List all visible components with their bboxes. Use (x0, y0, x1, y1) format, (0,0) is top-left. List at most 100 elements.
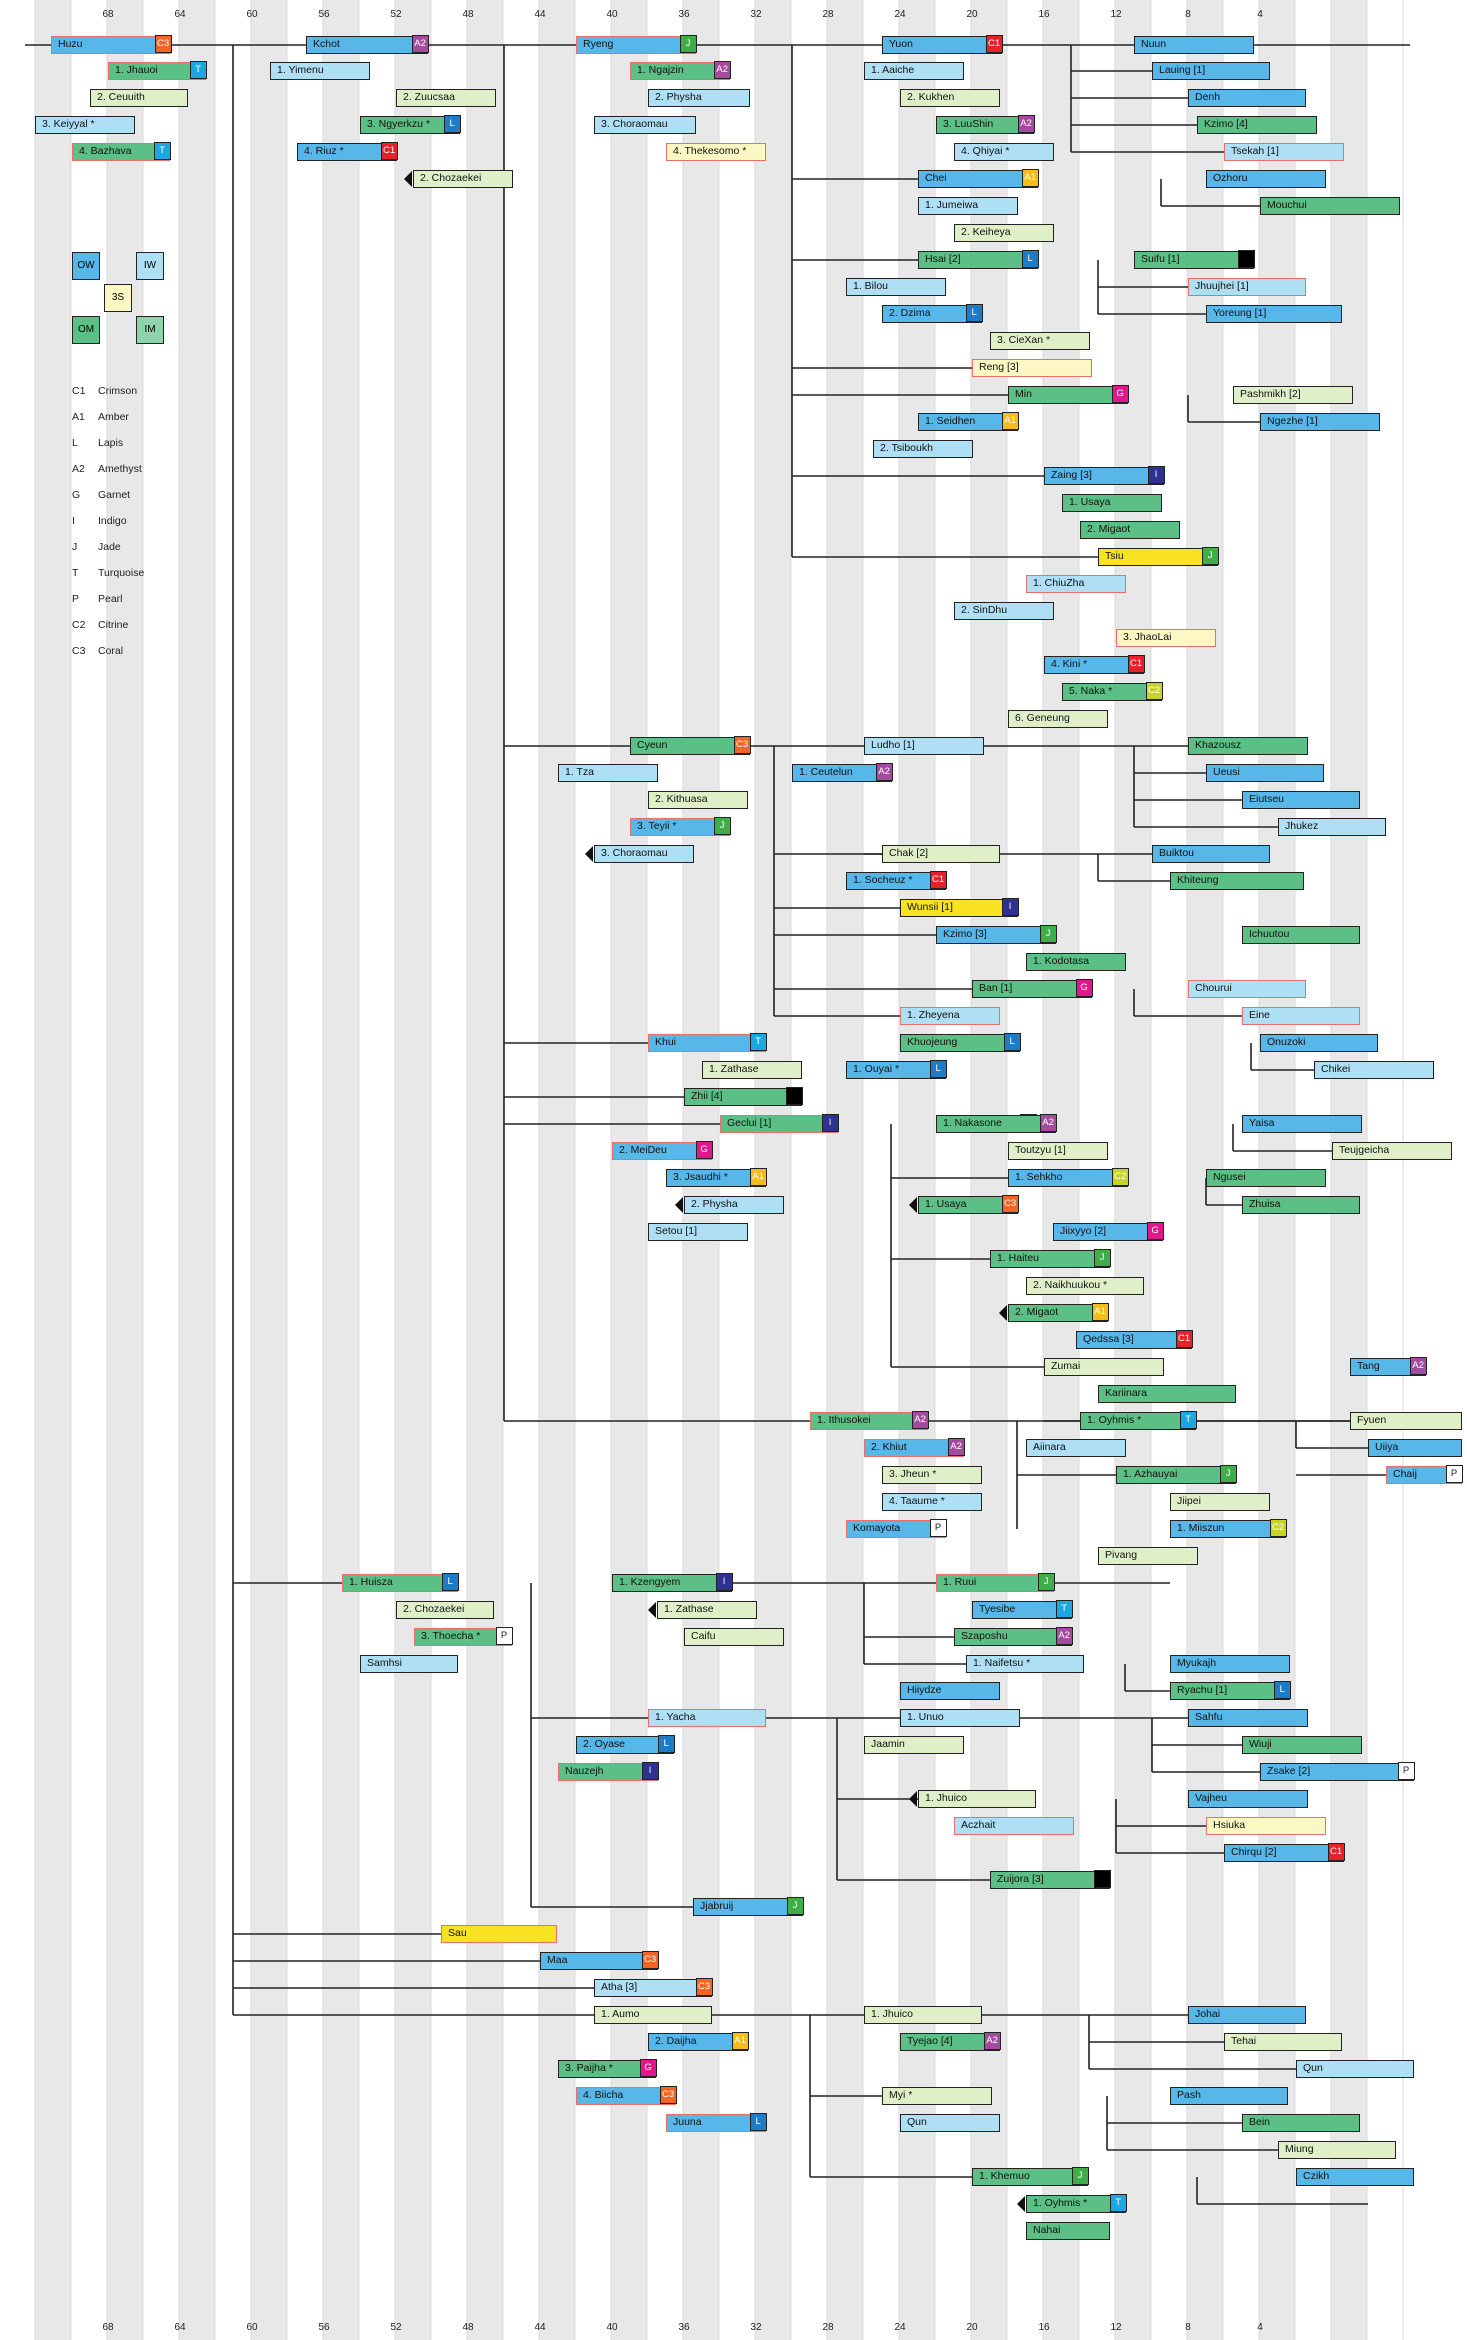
node-label: 2. Physha (655, 91, 702, 103)
axis-tick-label: 60 (246, 2322, 258, 2333)
tree-node: Setou [1] (648, 1223, 748, 1241)
axis-tick-label: 16 (1038, 2322, 1050, 2333)
node-label: 2. Keiheya (961, 226, 1011, 238)
legend-code: J (72, 541, 78, 553)
tree-node: 1. ChiuZha (1026, 575, 1126, 593)
legend-code: P (72, 593, 80, 605)
node-label: Chei (925, 172, 947, 184)
node-label: 1. Sehkho (1015, 1171, 1063, 1183)
axis-tick-label: 8 (1185, 9, 1191, 20)
gem-tag: C3 (695, 1978, 713, 1997)
tree-node: 1. Seidhen A1 (918, 412, 1019, 431)
grid-band (323, 0, 359, 2340)
tree-node: 1. Nakasone A2 (936, 1114, 1057, 1133)
node-label: Yuon (889, 38, 913, 50)
tree-node: 1. Jumeiwa (918, 197, 1018, 215)
node-label: 2. Chozaekei (403, 1603, 465, 1615)
node-label: Hsai [2] (925, 253, 961, 265)
gem-tag: L (1003, 1033, 1021, 1052)
tree-node: Hsiuka (1206, 1817, 1326, 1835)
gem-tag: C1 (985, 35, 1003, 54)
gem-tag: L (965, 304, 983, 323)
reference-arrow-icon (999, 1305, 1007, 1321)
tree-node: Yaisa (1242, 1115, 1362, 1133)
tree-node: 3. LuuShin A2 (936, 115, 1035, 134)
tree-node: Fyuen (1350, 1412, 1462, 1430)
node-label: 3. CieXan * (997, 334, 1051, 346)
tree-node: 1. Kzengyem I (612, 1573, 733, 1592)
node-label: 3. LuuShin (943, 118, 994, 130)
gem-tag: A2 (1039, 1114, 1057, 1133)
tree-node: Khuojeung L (900, 1033, 1021, 1052)
node-label: Buiktou (1159, 847, 1195, 859)
axis-tick-label: 12 (1110, 2322, 1122, 2333)
node-label: 1. Usaya (925, 1198, 967, 1210)
node-label: Juuna (673, 2116, 702, 2128)
tree-node: Jiixyyo [2] G (1053, 1222, 1164, 1241)
tree-node: Chak [2] (882, 845, 1000, 863)
tree-node: 4. Thekesomo * (666, 143, 766, 161)
tree-node: 1. Haiteu J (990, 1249, 1111, 1268)
node-label: 1. Socheuz * (853, 874, 913, 886)
node-label: 1. Jhuico (871, 2008, 914, 2020)
node-label: 2. Oyase (583, 1738, 626, 1750)
node-label: 1. Haiteu (997, 1252, 1040, 1264)
gem-tag: J (1071, 2167, 1089, 2186)
tree-node: Zsake [2] P (1260, 1762, 1415, 1781)
node-label: 1. Bilou (853, 280, 889, 292)
tree-node: Jjabruij J (693, 1897, 804, 1916)
node-label: Johai (1195, 2008, 1221, 2020)
tree-node: 2. Kukhen (900, 89, 1000, 107)
axis-tick-label: 52 (390, 2322, 402, 2333)
axis-tick-label: 56 (318, 9, 330, 20)
tree-node: Ryachu [1] L (1170, 1681, 1291, 1700)
gem-tag: P (495, 1627, 513, 1646)
node-label: 1. Yimenu (277, 64, 324, 76)
legend-row-t: T Turquoise (72, 567, 192, 581)
node-label: 1. Ouyai * (853, 1063, 900, 1075)
tree-node: 3. Choraomau (594, 845, 694, 863)
tree-node: 1. Zathase (657, 1601, 757, 1619)
axis-tick-label: 44 (534, 2322, 546, 2333)
node-label: 1. Usaya (1069, 496, 1111, 508)
gem-tag: T (153, 142, 171, 161)
tree-node: 1. Zathase (702, 1061, 802, 1079)
tree-node: Pivang (1098, 1547, 1198, 1565)
tree-node: Khazousz (1188, 737, 1308, 755)
node-label: Yoreung [1] (1213, 307, 1267, 319)
gem-tag: A1 (749, 1168, 767, 1187)
node-label: Wiuji (1249, 1738, 1272, 1750)
node-label: Setou [1] (655, 1225, 698, 1237)
tree-node: 1. Ngajzin A2 (630, 61, 731, 80)
node-label: Ueusi (1213, 766, 1240, 778)
node-label: Qedssa [3] (1083, 1333, 1134, 1345)
legend-code: T (72, 567, 79, 579)
tree-node: Buiktou (1152, 845, 1270, 863)
gem-tag: A1 (731, 2032, 749, 2051)
reference-arrow-icon (404, 171, 412, 187)
legend-gem-name: Indigo (98, 515, 127, 527)
gem-tag: P (1397, 1762, 1415, 1781)
tree-node: Kchot A2 (306, 35, 429, 54)
tree-node: 4. Taaume * (882, 1493, 982, 1511)
gem-tag: G (1111, 385, 1129, 404)
node-label: Myukajh (1177, 1657, 1217, 1669)
node-label: Zuijora [3] (997, 1873, 1044, 1885)
legend-row-a1: A1 Amber (72, 411, 192, 425)
tree-node: 3. Jsaudhi * A1 (666, 1168, 767, 1187)
gem-tag: J (1093, 1249, 1111, 1268)
node-label: Yaisa (1249, 1117, 1275, 1129)
gem-tag: C1 (1175, 1330, 1193, 1349)
gem-tag: J (1037, 1573, 1055, 1592)
gem-tag: C1 (1327, 1843, 1345, 1862)
legend-code: I (72, 515, 75, 527)
gem-tag: I (715, 1573, 733, 1592)
tree-node: Zhuisa (1242, 1196, 1360, 1214)
node-label: 1. Ithusokei (817, 1414, 871, 1426)
node-label: 2. Daijha (655, 2035, 697, 2047)
tree-node: Johai (1188, 2006, 1306, 2024)
tree-node: Ludho [1] (864, 737, 984, 755)
legend-row-c2: C2 Citrine (72, 619, 192, 633)
tree-node: Caifu (684, 1628, 784, 1646)
tree-node: Cyeun C3 (630, 736, 751, 755)
